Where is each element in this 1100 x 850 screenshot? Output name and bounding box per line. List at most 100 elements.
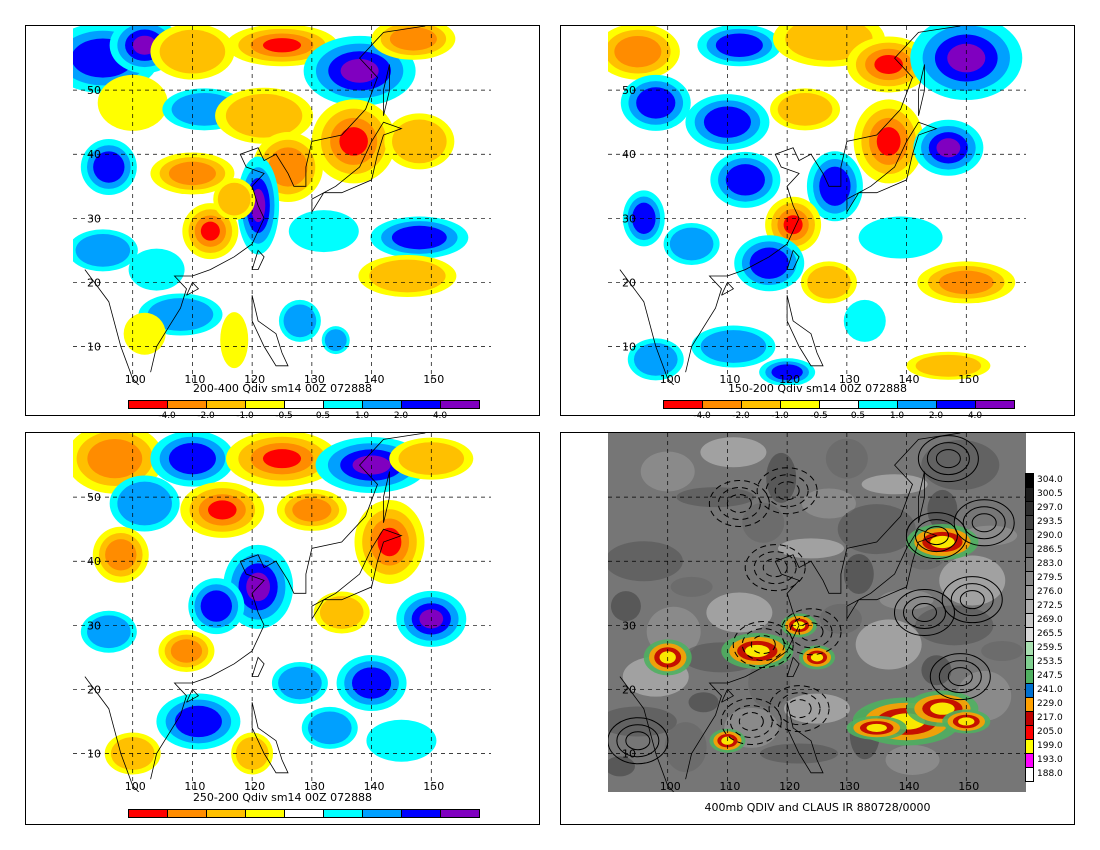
qdiv-contour: [950, 583, 994, 617]
lon-label: 140: [364, 780, 385, 793]
coastline: [311, 121, 403, 213]
qdiv-blob: [319, 596, 364, 629]
qdiv-blob: [366, 719, 437, 762]
colorbar-cell: [858, 400, 898, 409]
ir-cloud-patch: [981, 640, 1024, 661]
lon-label: 130: [839, 780, 860, 793]
ir-colorbar-label: 269.0: [1037, 615, 1063, 625]
lon-label: 100: [660, 780, 681, 793]
ir-cloud-patch: [640, 451, 695, 492]
colorbar-cell: [323, 809, 363, 818]
colorbar-label: 4.0: [967, 411, 983, 421]
colorbar-label: -4.0: [158, 411, 176, 421]
qdiv-blob: [75, 233, 131, 267]
ir-colorbar-cell: [1025, 599, 1034, 614]
qdiv-blob: [87, 439, 143, 479]
colorbar-label: -4.0: [693, 411, 711, 421]
ir-cloud-patch: [801, 488, 856, 519]
colorbar-label: -0.5: [810, 411, 828, 421]
ir-colorbar-label: 199.0: [1037, 741, 1063, 751]
ir-colorbar-label: 283.0: [1037, 559, 1063, 569]
qdiv-blob: [874, 54, 903, 74]
ir-cloud-patch: [688, 692, 719, 713]
colorbar-cell: [323, 400, 363, 409]
qdiv-blob: [288, 210, 359, 253]
coastline: [685, 433, 961, 780]
qdiv-blob: [200, 590, 232, 622]
lon-label: 100: [125, 373, 146, 386]
lat-label: 50: [87, 84, 101, 97]
ir-convection: [930, 535, 955, 549]
ir-colorbar-cell: [1025, 725, 1034, 740]
ir-cloud-patch: [879, 589, 934, 610]
qdiv-contour: [893, 589, 955, 636]
ir-colorbar-cell: [1025, 501, 1034, 516]
qdiv-blob: [292, 498, 332, 522]
colorbar-cell: [284, 809, 324, 818]
qdiv-blob: [97, 74, 168, 131]
field-layer: [608, 26, 1026, 385]
panel-caption: 250-200 Qdiv sm14 00Z 072888: [192, 791, 373, 804]
qdiv-contour: [911, 603, 937, 622]
qdiv-contour: [762, 558, 788, 578]
coastline: [918, 64, 925, 116]
qdiv-blob: [174, 705, 222, 738]
map-panel-150-200: 50 40 30 20 10 100 110 120 130 140 150 150-200 Qdi…: [560, 25, 1075, 421]
qdiv-blob: [633, 342, 678, 376]
ir-cloud-patch: [921, 440, 1000, 491]
coastline: [150, 433, 426, 780]
ir-cloud-patch: [778, 538, 845, 559]
ir-cloud-patch: [837, 504, 916, 555]
colorbar-cell: [362, 809, 402, 818]
lat-label: 50: [87, 491, 101, 504]
qdiv-contour: [774, 481, 800, 501]
colorbar-cell: [167, 400, 207, 409]
qdiv-contour: [905, 512, 967, 560]
colorbar-label: -2.0: [197, 411, 215, 421]
claus-ir-map: 30 20 10 100 110 120 130 140 150: [608, 433, 1026, 793]
qdiv-contour: [971, 513, 997, 533]
ir-colorbar-label: 217.0: [1037, 713, 1063, 723]
ir-cloud-patch: [748, 658, 791, 709]
lat-label: 30: [87, 212, 101, 225]
qdiv-blob: [700, 330, 767, 363]
qdiv-contour: [765, 474, 809, 508]
qdiv-contour: [738, 711, 764, 731]
qdiv-blob: [217, 182, 251, 216]
lon-label: 120: [779, 780, 800, 793]
colorbar-label: -1.0: [236, 411, 254, 421]
field-layer: [73, 26, 491, 385]
qdiv-blob: [389, 27, 437, 51]
qdiv-blob: [225, 93, 303, 138]
qdiv-map-200-400: 50 40 30 20 10 100 110 120 130 140 150: [73, 26, 491, 386]
qdiv-blob: [915, 354, 982, 377]
ir-cloud-patch: [784, 693, 850, 724]
lon-label: 100: [125, 780, 146, 793]
coastline: [786, 702, 824, 774]
qdiv-blob: [715, 33, 763, 57]
lon-label: 150: [958, 373, 979, 386]
qdiv-blob: [669, 227, 714, 261]
qdiv-blob: [283, 304, 317, 338]
ir-colorbar-label: 297.0: [1037, 503, 1063, 513]
qdiv-blob: [340, 58, 379, 83]
colorbar-label: 0.5: [850, 411, 866, 421]
qdiv-blob: [392, 119, 447, 164]
ir-colorbar-cell: [1025, 683, 1034, 698]
ir-colorbar-cell: [1025, 711, 1034, 726]
qdiv-contour: [729, 704, 773, 738]
qdiv-contour: [953, 499, 1015, 547]
lat-label: 10: [622, 748, 636, 761]
qdiv-contour: [941, 576, 1003, 624]
lon-label: 130: [304, 780, 325, 793]
lat-label: 10: [622, 341, 636, 354]
colorbar-qdiv: [128, 809, 480, 818]
ir-cloud-patch: [608, 706, 677, 737]
qdiv-blob: [876, 127, 901, 156]
ir-colorbar-label: 205.0: [1037, 727, 1063, 737]
qdiv-blob: [200, 221, 220, 241]
colorbar-cell: [128, 809, 168, 818]
qdiv-contour: [753, 551, 797, 585]
qdiv-blob: [307, 711, 352, 745]
ir-convection: [930, 702, 955, 715]
